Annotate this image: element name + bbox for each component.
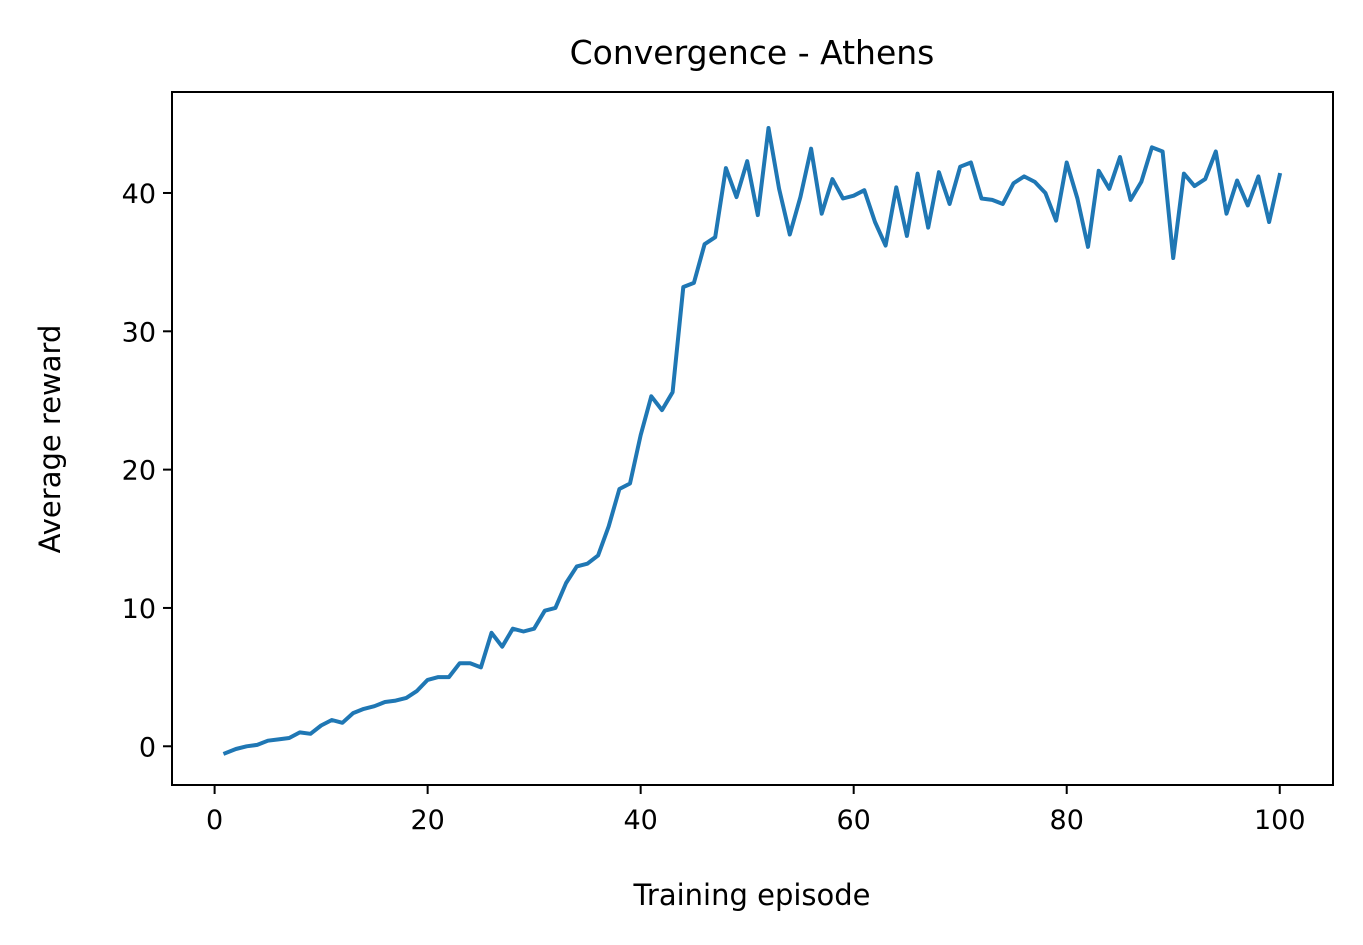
x-tick-label: 0: [206, 805, 223, 836]
y-tick-label: 20: [122, 456, 156, 487]
x-tick-label: 40: [623, 805, 657, 836]
series-layer: [222, 126, 1283, 756]
axes-frame: [171, 91, 1334, 786]
y-axis-label: Average reward: [33, 325, 67, 554]
y-tick-label: 30: [122, 317, 156, 348]
x-tick-label: 80: [1050, 805, 1084, 836]
chart-title: Convergence - Athens: [570, 33, 935, 72]
axis-ticks: 0 20 40 60 80 100 0 10 20 30 40: [122, 179, 1306, 836]
y-tick-label: 10: [122, 594, 156, 625]
x-tick-label: 60: [837, 805, 871, 836]
x-tick-label: 20: [410, 805, 444, 836]
y-tick-label: 40: [122, 179, 156, 210]
plot-area: 0 20 40 60 80 100 0 10 20 30 40: [122, 91, 1334, 836]
x-tick-label: 100: [1254, 805, 1306, 836]
y-tick-label: 0: [139, 732, 156, 763]
x-axis-label: Training episode: [632, 878, 870, 912]
series-line: [222, 126, 1283, 756]
